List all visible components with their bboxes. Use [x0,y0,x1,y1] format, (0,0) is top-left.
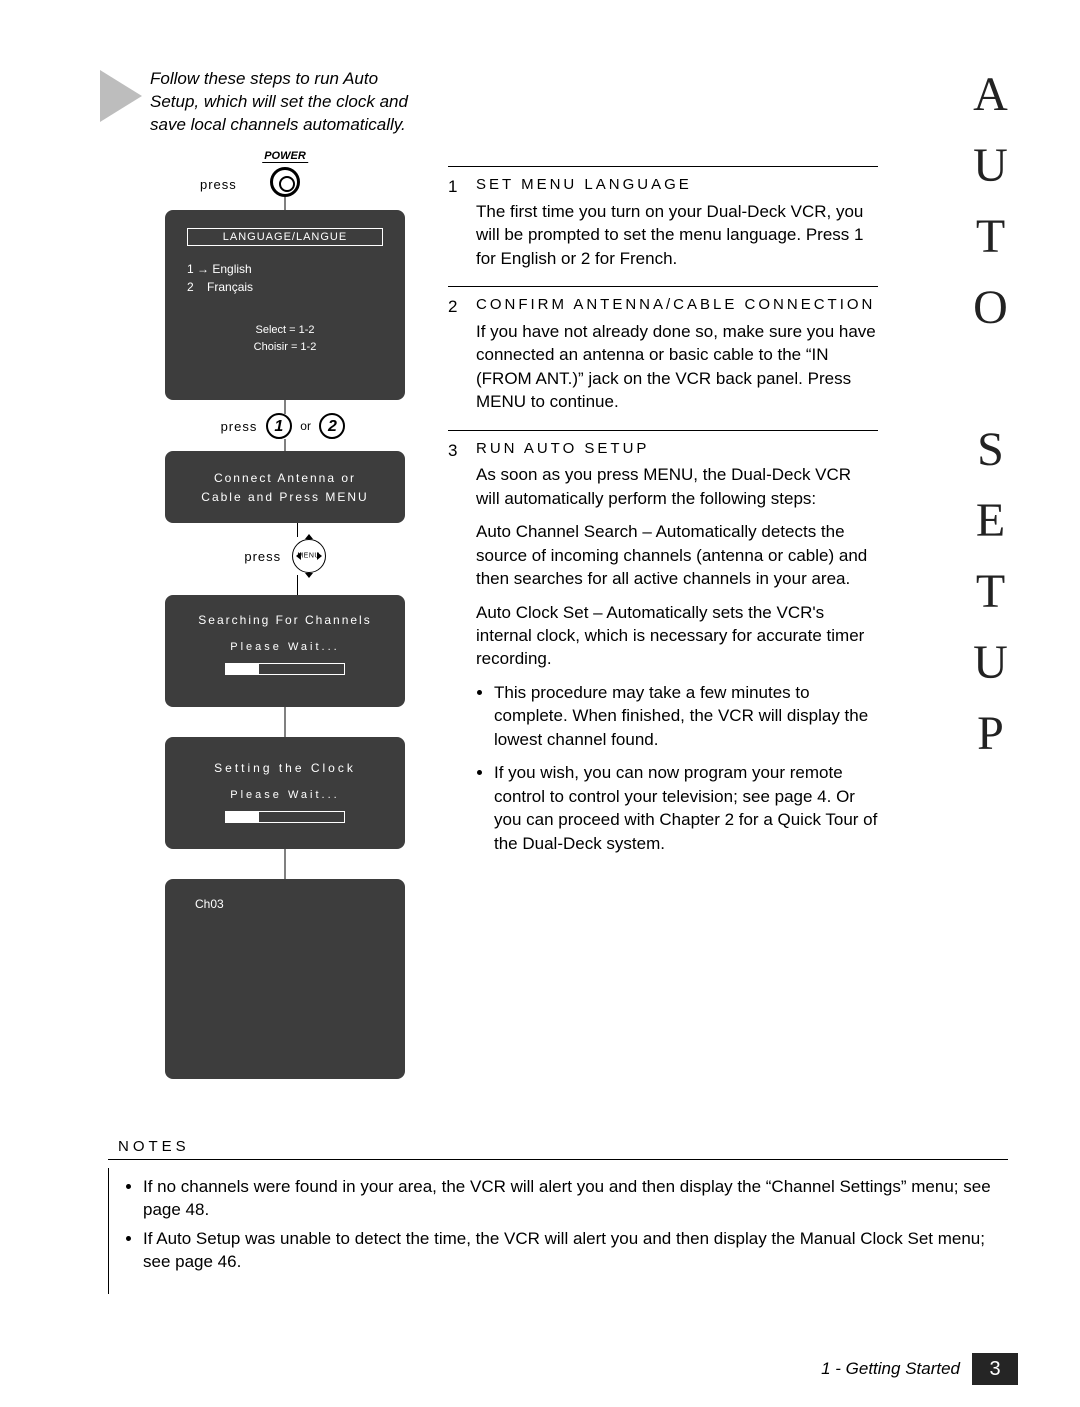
side-title: AUTO SETUP [963,68,1018,778]
power-button-icon [270,167,300,197]
button-1-icon: 1 [266,413,292,439]
step-bullets: This procedure may take a few minutes to… [494,681,878,855]
opt-num: 1 [187,262,194,276]
menu-button-icon: MENU [292,539,326,573]
instruction-step: 1SET MENU LANGUAGE The first time you tur… [448,166,878,280]
footer: 1 - Getting Started 3 [821,1353,1018,1385]
connector-line [285,439,286,451]
step-paragraph: If you have not already done so, make su… [476,320,878,414]
choisir-line: Choisir = 1-2 [165,339,405,356]
step-title: RUN AUTO SETUP [476,439,878,460]
screen-searching: Searching For Channels Please Wait... [165,595,405,707]
instructions: 1SET MENU LANGUAGE The first time you tur… [448,160,878,865]
please-wait: Please Wait... [165,789,405,801]
chapter-label: 1 - Getting Started [821,1359,960,1379]
connector-line [285,400,286,414]
step-paragraph: Auto Clock Set – Automatically sets the … [476,601,878,671]
screen-title: LANGUAGE/LANGUE [187,228,383,246]
or-label: or [300,419,311,433]
opt-text: Français [207,280,253,294]
connector-line [285,197,286,211]
connector-line [297,523,298,537]
press-label: press [244,549,281,564]
connector-line [297,575,298,595]
step-number: 1 [448,175,476,280]
step-paragraph: The first time you turn on your Dual-Dec… [476,200,878,270]
arrow-icon: → [197,262,209,276]
step-paragraph: As soon as you press MENU, the Dual-Deck… [476,463,878,510]
notes-list: If no channels were found in your area, … [125,1176,1008,1274]
instruction-step: 3RUN AUTO SETUP As soon as you press MENU… [448,430,878,865]
notes-title: NOTES [108,1138,1008,1155]
press-menu: press MENU [165,539,405,573]
notes-section: NOTES If no channels were found in your … [108,1138,1008,1294]
step-title: SET MENU LANGUAGE [476,175,878,196]
step-body: CONFIRM ANTENNA/CABLE CONNECTION If you h… [476,295,878,424]
connect-line1: Connect Antenna or [165,469,405,488]
step-number: 2 [448,295,476,424]
press-label: press [200,177,237,192]
notes-rule [108,1159,1008,1160]
page-number: 3 [972,1353,1018,1385]
connector-line [285,707,286,737]
power-label: POWER [262,150,308,163]
press-1-or-2: press 1 or 2 [165,413,405,439]
connect-line2: Cable and Press MENU [165,488,405,507]
press-label: press [221,419,258,434]
opt-text: English [212,262,251,276]
step-paragraph: Auto Channel Search – Automatically dete… [476,520,878,590]
pointer-triangle-icon [100,70,142,122]
step-body: RUN AUTO SETUP As soon as you press MENU,… [476,439,878,865]
note-item: If Auto Setup was unable to detect the t… [143,1228,1008,1274]
clock-line: Setting the Clock [165,761,405,775]
connector-line [285,849,286,879]
screen-connect: Connect Antenna or Cable and Press MENU [165,451,405,523]
intro-text: Follow these steps to run Auto Setup, wh… [150,68,430,137]
please-wait: Please Wait... [165,641,405,653]
progress-bar [225,663,345,675]
screen-language: LANGUAGE/LANGUE 1 → English 2 Français S… [165,210,405,400]
searching-line: Searching For Channels [165,613,405,627]
instruction-step: 2CONFIRM ANTENNA/CABLE CONNECTION If you … [448,286,878,424]
select-line: Select = 1-2 [165,322,405,339]
step-bullet: If you wish, you can now program your re… [494,761,878,855]
note-item: If no channels were found in your area, … [143,1176,1008,1222]
channel-label: Ch03 [195,897,405,911]
progress-bar [225,811,345,823]
button-2-icon: 2 [319,413,345,439]
step-title: CONFIRM ANTENNA/CABLE CONNECTION [476,295,878,316]
screen-clock: Setting the Clock Please Wait... [165,737,405,849]
step-body: SET MENU LANGUAGE The first time you turn… [476,175,878,280]
opt-num: 2 [187,280,194,294]
step-number: 3 [448,439,476,865]
step-bullet: This procedure may take a few minutes to… [494,681,878,751]
screen-channel: Ch03 [165,879,405,1079]
